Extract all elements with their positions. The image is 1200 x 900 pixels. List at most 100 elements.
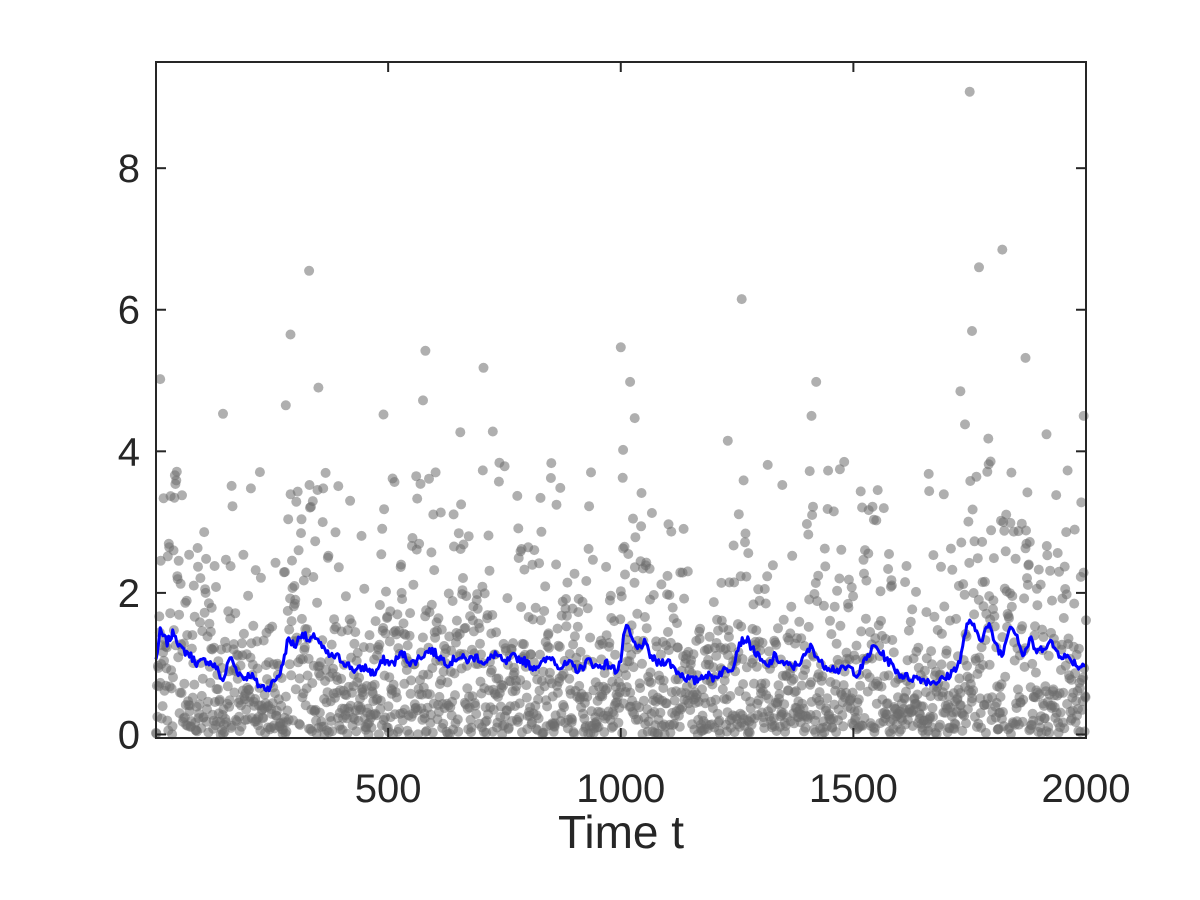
scatter-point [542,701,553,712]
scatter-point [741,571,752,582]
scatter-point [1077,704,1088,715]
scatter-point [664,590,675,600]
scatter-point [222,681,233,692]
scatter-point [404,630,415,641]
scatter-point [808,501,818,512]
scatter-point [834,573,845,584]
y-tick-label: 2 [118,572,140,616]
scatter-point [254,467,265,478]
scatter-point [959,589,970,600]
scatter-point [328,663,339,674]
scatter-point [884,549,894,559]
scatter-point [446,645,457,656]
scatter-point [535,492,546,503]
scatter-point [969,609,980,620]
scatter-point [442,677,453,688]
scatter-point [733,509,744,520]
scatter-point [855,486,866,497]
scatter-point [983,433,994,444]
scatter-point [843,602,854,613]
scatter-point [629,413,640,424]
scatter-point [613,717,624,728]
scatter-point [623,549,634,559]
scatter-point [644,563,655,574]
scatter-point [986,525,997,536]
scatter-point [539,606,550,616]
x-tick-label: 1000 [576,767,665,811]
scatter-point [980,727,991,738]
scatter-point [568,639,579,650]
scatter-point [1020,352,1031,363]
scatter-point [518,639,529,650]
scatter-point [412,493,423,504]
scatter-point [345,495,356,506]
scatter-point [585,632,596,643]
scatter-point [1018,694,1029,705]
scatter-point [662,570,673,581]
scatter-point [1030,667,1041,678]
scatter-point [1078,567,1089,578]
scatter-point [927,702,938,713]
scatter-point [704,631,715,642]
scatter-point [283,514,294,525]
scatter-point [543,628,554,639]
scatter-point [876,681,887,692]
scatter-point [760,598,771,609]
scatter-point [1044,727,1055,738]
scatter-point [214,694,225,705]
scatter-point [573,607,584,618]
scatter-point [867,501,878,512]
scatter-point [1078,410,1089,421]
scatter-point [811,709,822,720]
scatter-point [967,326,977,336]
scatter-point [599,668,610,679]
scatter-point [963,516,974,527]
scatter-point [245,483,256,494]
scatter-point [499,461,510,472]
scatter-point [429,565,440,576]
scatter-point [935,719,946,730]
scatter-point [203,696,213,707]
scatter-point [308,572,319,582]
scatter-point [401,665,412,675]
scatter-point [1041,429,1052,440]
scatter-point [351,726,362,737]
scatter-point [544,642,554,653]
scatter-point [762,571,773,582]
scatter-point [814,687,825,698]
scatter-point [997,244,1008,255]
scatter-point [628,513,638,524]
scatter-point [200,587,211,598]
scatter-point [740,537,750,548]
scatter-point [1043,650,1054,661]
scatter-point [665,727,676,738]
scatter-point [545,473,556,483]
scatter-point [803,529,814,540]
scatter-point [232,673,243,684]
scatter-point [552,623,563,634]
scatter-point [252,663,263,674]
scatter-point [1074,683,1085,694]
scatter-point [477,465,488,476]
scatter-point [398,618,409,629]
scatter-point [1055,707,1066,718]
scatter-point [708,597,719,608]
scatter-point [493,476,504,487]
scatter-point [455,427,466,438]
scatter-point [679,593,690,604]
scatter-point [194,617,205,628]
scatter-point [290,594,301,605]
scatter-point [928,711,938,722]
scatter-point [601,561,612,572]
scatter-point [313,382,324,393]
scatter-point [913,642,924,653]
scatter-point [682,566,693,577]
scatter-point [450,690,460,701]
scatter-point [646,677,656,688]
scatter-point [227,501,238,512]
scatter-point [828,506,839,517]
scatter-point [188,580,199,591]
scatter-point [230,608,241,619]
scatter-point [796,680,807,691]
scatter-point [1058,687,1069,698]
